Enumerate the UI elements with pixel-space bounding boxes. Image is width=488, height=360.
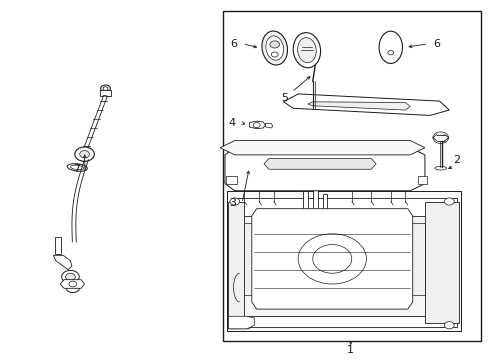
Polygon shape bbox=[234, 198, 456, 327]
Circle shape bbox=[69, 281, 77, 287]
Bar bbox=[222, 12, 480, 341]
Ellipse shape bbox=[265, 36, 283, 60]
Polygon shape bbox=[307, 102, 409, 110]
Polygon shape bbox=[228, 316, 254, 329]
Bar bbox=[312, 184, 317, 220]
Text: 5: 5 bbox=[281, 93, 287, 103]
Polygon shape bbox=[60, 280, 84, 288]
Text: 3: 3 bbox=[228, 198, 235, 208]
Bar bbox=[55, 237, 61, 253]
Ellipse shape bbox=[262, 31, 287, 65]
Polygon shape bbox=[227, 191, 461, 330]
Polygon shape bbox=[264, 158, 375, 169]
Ellipse shape bbox=[297, 38, 316, 63]
Circle shape bbox=[75, 147, 94, 161]
Circle shape bbox=[229, 321, 239, 329]
Polygon shape bbox=[53, 255, 72, 270]
Circle shape bbox=[103, 87, 108, 90]
Polygon shape bbox=[409, 223, 424, 295]
Circle shape bbox=[61, 270, 79, 283]
Polygon shape bbox=[424, 202, 458, 323]
Text: 2: 2 bbox=[452, 155, 459, 165]
Polygon shape bbox=[225, 176, 237, 184]
Polygon shape bbox=[228, 321, 251, 329]
Polygon shape bbox=[82, 95, 107, 152]
Bar bbox=[100, 90, 111, 96]
Circle shape bbox=[444, 321, 453, 329]
Text: 6: 6 bbox=[230, 39, 237, 49]
Polygon shape bbox=[220, 140, 424, 155]
Polygon shape bbox=[417, 176, 427, 184]
Circle shape bbox=[432, 132, 447, 143]
Circle shape bbox=[65, 273, 75, 280]
Ellipse shape bbox=[293, 33, 320, 68]
Polygon shape bbox=[224, 148, 424, 191]
Circle shape bbox=[101, 85, 110, 92]
Bar bbox=[303, 191, 307, 220]
Circle shape bbox=[66, 283, 80, 293]
Circle shape bbox=[271, 52, 278, 57]
Text: 7: 7 bbox=[73, 164, 80, 174]
Polygon shape bbox=[228, 202, 243, 323]
Bar bbox=[243, 216, 427, 316]
Circle shape bbox=[444, 198, 453, 205]
Text: 6: 6 bbox=[433, 39, 440, 49]
Ellipse shape bbox=[434, 166, 446, 170]
Polygon shape bbox=[265, 123, 272, 128]
Ellipse shape bbox=[67, 164, 87, 171]
Polygon shape bbox=[243, 223, 254, 295]
Circle shape bbox=[253, 123, 260, 128]
Circle shape bbox=[387, 50, 393, 55]
Polygon shape bbox=[251, 209, 412, 309]
Text: 4: 4 bbox=[228, 118, 235, 128]
Polygon shape bbox=[283, 94, 448, 116]
Circle shape bbox=[229, 198, 239, 205]
Circle shape bbox=[269, 41, 279, 48]
Bar bbox=[322, 194, 327, 220]
Circle shape bbox=[80, 150, 89, 158]
Ellipse shape bbox=[70, 165, 84, 170]
Polygon shape bbox=[249, 121, 265, 129]
Text: 1: 1 bbox=[346, 345, 354, 355]
Ellipse shape bbox=[378, 31, 402, 63]
